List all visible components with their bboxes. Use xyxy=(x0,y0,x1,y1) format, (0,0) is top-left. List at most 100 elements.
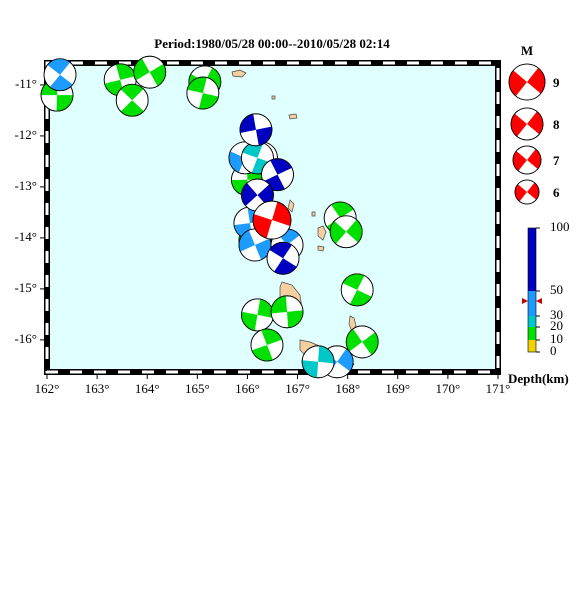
frame-dash xyxy=(45,61,500,374)
ball-quadrant xyxy=(120,84,144,101)
ball-quadrant xyxy=(271,295,288,314)
x-tick-label: 171° xyxy=(486,381,511,396)
focal-mechanism xyxy=(261,158,294,192)
ball-quadrant xyxy=(527,67,545,94)
ball-edge xyxy=(329,215,363,249)
focal-mechanism xyxy=(345,325,379,359)
focal-mechanism xyxy=(115,83,149,117)
focal-mechanism xyxy=(301,345,335,379)
ball-quadrant xyxy=(274,258,297,275)
ball-quadrant xyxy=(362,332,379,355)
ball-quadrant xyxy=(238,230,255,252)
depth-label: Depth(km) xyxy=(508,371,569,386)
ball-edge xyxy=(514,179,540,205)
legend-ball xyxy=(510,107,544,141)
depth-segment xyxy=(528,316,536,327)
focal-mechanism xyxy=(250,328,284,362)
focal-mechanism xyxy=(329,215,363,249)
ball-quadrant xyxy=(287,310,304,328)
ball-edge xyxy=(301,345,335,379)
depth-tick-label: 30 xyxy=(550,307,563,322)
x-tick-label: 170° xyxy=(436,381,461,396)
ball-quadrant xyxy=(149,63,166,87)
ball-edge xyxy=(340,273,374,307)
x-tick-label: 169° xyxy=(385,381,410,396)
ball-quadrant xyxy=(342,273,365,290)
ball-quadrant xyxy=(346,219,363,243)
focal-mechanism xyxy=(340,273,374,307)
legend-label: 8 xyxy=(553,117,560,132)
ball-quadrant xyxy=(254,238,271,260)
ball-edge xyxy=(43,58,77,92)
ball-quadrant xyxy=(349,289,372,306)
ball-quadrant xyxy=(331,202,354,219)
ball-quadrant xyxy=(527,182,539,200)
ball-quadrant xyxy=(515,184,527,202)
focal-mechanism xyxy=(270,295,304,329)
ball-quadrant xyxy=(509,70,527,97)
legend-label: 6 xyxy=(553,185,560,200)
ball-quadrant xyxy=(204,67,221,90)
ball-quadrant xyxy=(239,114,256,134)
ball-quadrant xyxy=(198,93,219,110)
ball-quadrant xyxy=(255,126,272,146)
x-tick-label: 165° xyxy=(185,381,210,396)
ball-edge xyxy=(512,145,542,175)
ball-quadrant xyxy=(120,100,144,117)
ball-quadrant xyxy=(269,242,292,259)
y-tick-label: -14° xyxy=(14,229,37,244)
ball-edge xyxy=(508,63,546,101)
ball-quadrant xyxy=(346,328,363,352)
depth-segment xyxy=(528,228,536,291)
ball-edge xyxy=(250,328,284,362)
ball-quadrant xyxy=(527,149,541,170)
ball-edge xyxy=(115,83,149,117)
y-tick-label: -16° xyxy=(14,331,37,346)
ball-quadrant xyxy=(133,58,150,81)
ball-quadrant xyxy=(228,151,245,173)
x-tick-label: 162° xyxy=(35,381,60,396)
ball-quadrant xyxy=(257,299,274,319)
x-tick-label: 163° xyxy=(85,381,110,396)
depth-tick-label: 50 xyxy=(550,282,563,297)
x-tick-label: 167° xyxy=(285,381,310,396)
x-tick-label: 164° xyxy=(135,381,160,396)
ball-edge xyxy=(266,241,300,275)
ball-quadrant xyxy=(261,328,283,345)
x-tick-label: 168° xyxy=(335,381,360,396)
ball-quadrant xyxy=(527,111,544,135)
ball-quadrant xyxy=(187,77,207,94)
focal-mechanism xyxy=(186,76,220,110)
depth-pointer xyxy=(522,298,542,304)
ball-quadrant xyxy=(513,150,527,171)
depth-frame xyxy=(527,227,537,353)
depth-segment xyxy=(528,327,536,340)
ball-edge xyxy=(510,107,544,141)
ball-quadrant xyxy=(47,58,71,75)
depth-segment xyxy=(528,291,536,316)
ball-edge xyxy=(186,76,220,110)
title: Period:1980/05/28 00:00--2010/05/28 02:1… xyxy=(154,36,390,51)
ball-quadrant xyxy=(56,95,74,112)
x-tick-label: 166° xyxy=(235,381,260,396)
legend-ball xyxy=(508,63,546,101)
ball-edge xyxy=(261,158,294,192)
depth-tick-label: 20 xyxy=(550,318,563,333)
ball-quadrant xyxy=(318,345,335,364)
ball-edge xyxy=(239,113,273,147)
focal-mechanism xyxy=(266,241,300,275)
ball-edge xyxy=(345,325,379,359)
focal-mechanism xyxy=(133,55,167,89)
legend-label: 7 xyxy=(553,153,560,168)
ball-quadrant xyxy=(330,221,347,244)
legend-ball xyxy=(512,145,542,175)
ball-edge xyxy=(133,55,167,89)
y-tick-label: -11° xyxy=(15,76,37,91)
legend-title: M xyxy=(521,43,533,58)
ball-quadrant xyxy=(270,158,292,175)
legend-label: 9 xyxy=(553,75,560,90)
ball-quadrant xyxy=(251,344,273,361)
depth-segment xyxy=(528,340,536,352)
focal-mechanism xyxy=(239,113,273,147)
